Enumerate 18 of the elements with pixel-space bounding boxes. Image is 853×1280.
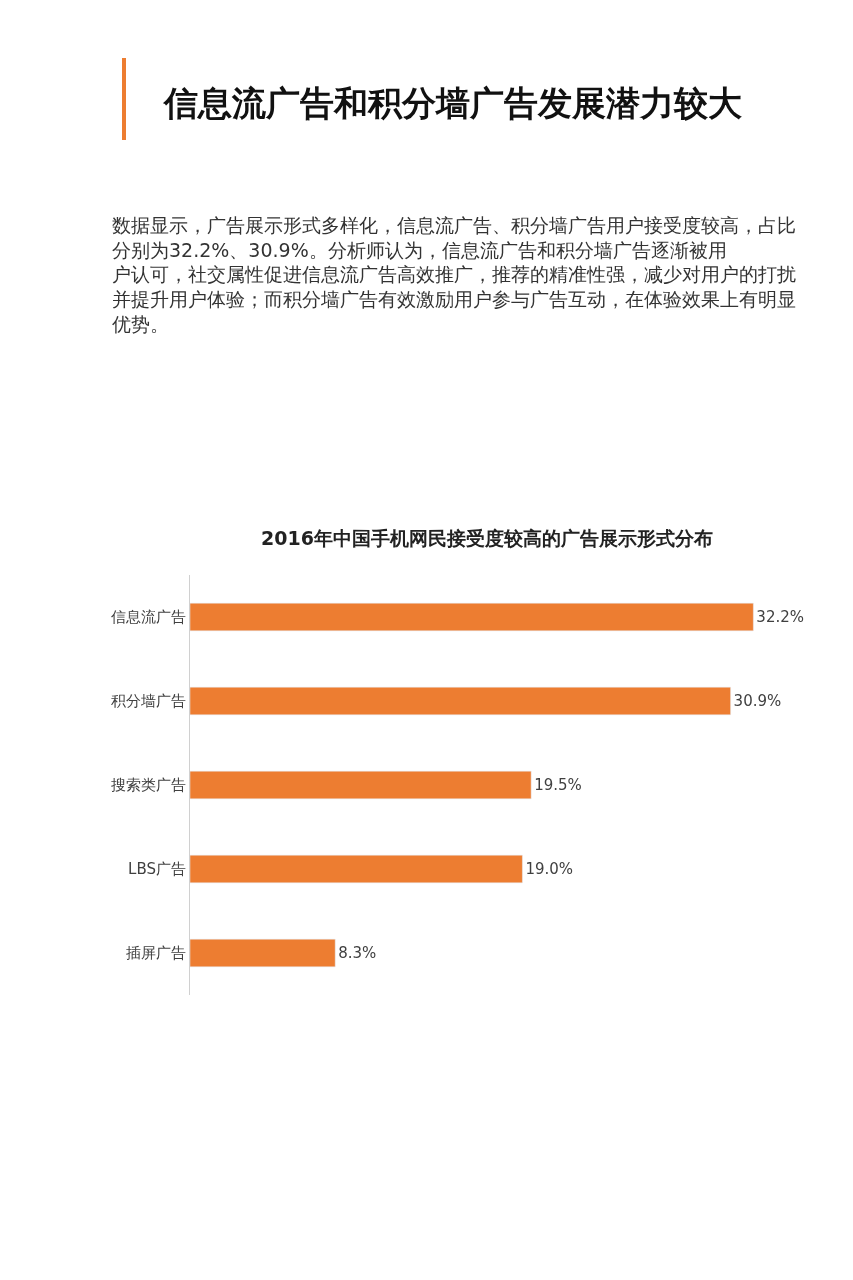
bar: [190, 938, 336, 968]
bar: [190, 602, 754, 632]
y-tick-label: 插屏广告: [126, 944, 186, 963]
y-tick-label: 信息流广告: [111, 608, 186, 627]
data-label: 32.2%: [756, 608, 805, 626]
bar: [190, 770, 532, 800]
data-label: 19.0%: [525, 860, 574, 878]
bar: [190, 854, 523, 884]
chart-subtitle: 2016年中国手机网民接受度较高的广告展示形式分布: [261, 527, 713, 549]
y-tick-label: LBS广告: [128, 860, 186, 879]
data-label: 30.9%: [733, 692, 782, 710]
data-label: 19.5%: [534, 776, 582, 794]
data-label: 8.3%: [338, 944, 377, 962]
y-tick-label: 搜索类广告: [111, 776, 186, 795]
bar: [190, 686, 731, 716]
y-tick-label: 积分墙广告: [111, 692, 186, 711]
chart-title: 信息流广告和积分墙广告发展潜力较大: [162, 83, 742, 123]
text: 数据显示，广告展示形式多样化，信息流广告、积分墙广告用户接受度较高，占比分别为32.2%、30.9%。分析师认为，信息流广告和积分墙广告逐渐被用户认可，社交属性促进信息流广告高效推广，推荐的精准性强，减少对用户的打扰并提升用户体验；而积分墙广告有效激励用户参与广告互动，在体验效果上有明显优势。: [112, 214, 796, 335]
